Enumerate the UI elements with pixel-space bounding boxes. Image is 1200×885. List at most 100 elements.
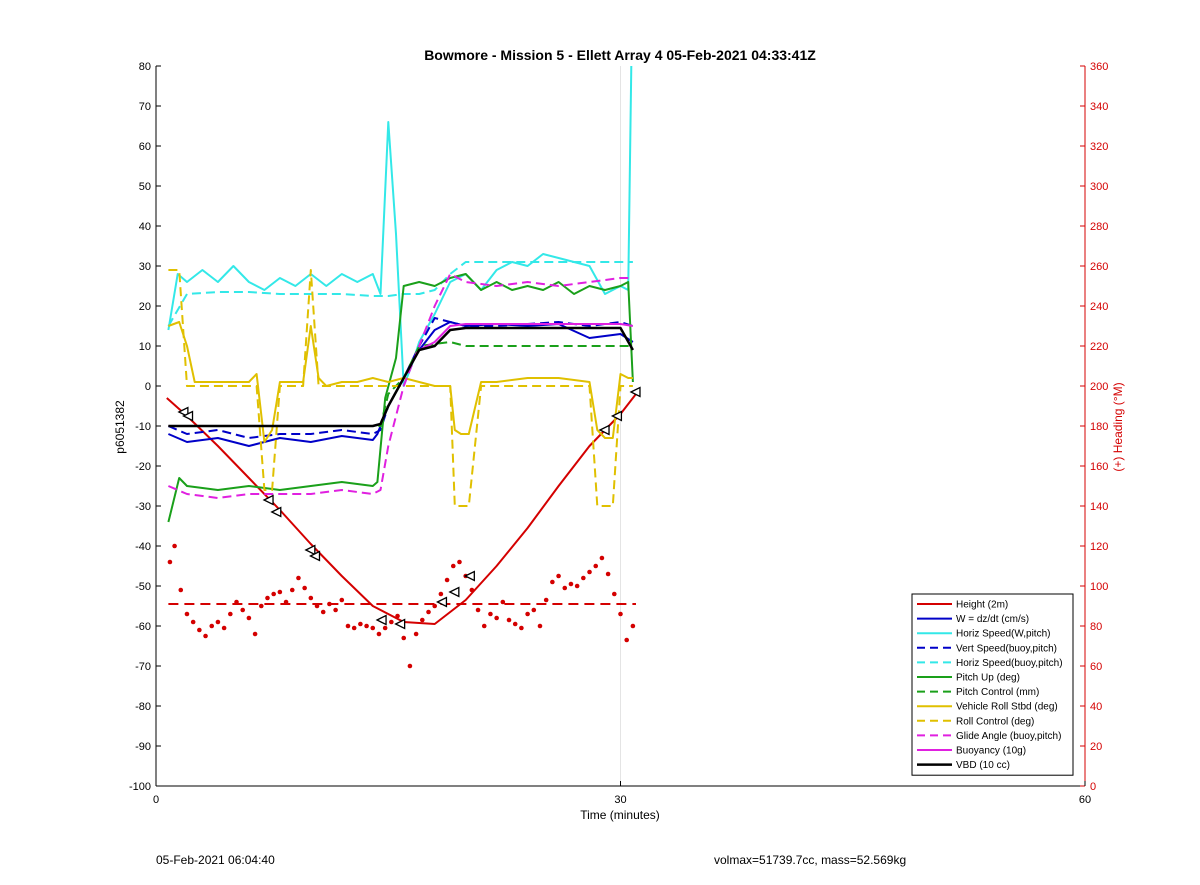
heading-point [209, 623, 215, 629]
heading-point [308, 595, 314, 601]
y-tick-label: -100 [129, 781, 151, 793]
heading-point [475, 607, 481, 613]
legend: Height (2m) W = dz/dt (cm/s) Horiz Speed(W… [911, 593, 1074, 776]
legend-label-12: VBD (10 cc) [956, 760, 1010, 771]
heading-point [450, 563, 456, 569]
heading-point [543, 597, 549, 603]
heading-point [172, 543, 177, 549]
series-line-5 [167, 261, 633, 327]
heading-point [240, 607, 246, 613]
heading-point [432, 603, 438, 609]
y2-tick-label: 140 [1090, 501, 1108, 513]
y2-tick-label: 120 [1090, 541, 1108, 553]
triangle-marker [309, 550, 321, 562]
series-line-6 [167, 273, 634, 523]
y2-tick-label: 240 [1090, 301, 1108, 313]
heading-point [302, 585, 307, 591]
triangle-marker [463, 570, 475, 582]
heading-point [599, 555, 605, 561]
triangle-marker [394, 618, 406, 630]
series-line-9 [168, 269, 633, 507]
heading-point [296, 575, 301, 581]
heading-point [333, 607, 338, 613]
y-tick-label: 0 [145, 381, 151, 393]
heading-point [258, 603, 264, 609]
heading-point [537, 623, 543, 629]
triangle-marker [610, 410, 623, 422]
heading-point [401, 635, 407, 641]
triangle-marker [270, 506, 282, 518]
axis-layer: -100-90-80-70-60-50-40-30-20-10010203040… [129, 61, 1108, 806]
y2-tick-label: 360 [1090, 61, 1108, 73]
y-tick-label: 30 [139, 261, 151, 273]
heading-point [221, 625, 227, 631]
heading-point [358, 621, 363, 627]
y2-tick-label: 280 [1090, 221, 1108, 233]
heading-point [512, 621, 518, 627]
marker-layer [177, 386, 641, 630]
heading-point [234, 599, 239, 605]
legend-label-7: Pitch Control (mm) [956, 687, 1039, 698]
y-tick-label: -70 [135, 661, 151, 673]
heading-point [612, 591, 617, 597]
heading-point [550, 579, 555, 585]
heading-point [252, 631, 258, 637]
triangle-marker [182, 410, 194, 422]
y-tick-label: -30 [135, 501, 151, 513]
triangle-marker [435, 596, 448, 608]
y2-tick-label: 220 [1090, 341, 1108, 353]
heading-point [488, 611, 493, 617]
heading-point [277, 589, 283, 595]
heading-point [531, 607, 537, 613]
heading-point [587, 569, 592, 575]
y2-tick-label: 340 [1090, 101, 1108, 113]
heading-point [500, 599, 506, 605]
heading-point [407, 663, 413, 669]
legend-box [911, 593, 1074, 776]
triangle-marker [262, 494, 274, 506]
footer-timestamp: 05-Feb-2021 06:04:40 [156, 853, 275, 867]
y2-tick-label: 180 [1090, 421, 1108, 433]
y2-axis-label: (+) Heading (°M) [1111, 382, 1125, 471]
footer-vol-mass: volmax=51739.7cc, mass=52.569kg [714, 853, 907, 867]
heading-point [197, 627, 202, 633]
heading-point [351, 625, 357, 631]
y-tick-label: 60 [139, 141, 151, 153]
heading-point [215, 619, 221, 625]
heading-point [457, 559, 462, 565]
legend-label-5: Horiz Speed(buoy,pitch) [956, 658, 1063, 669]
x-tick-label: 0 [153, 794, 159, 806]
y2-tick-label: 260 [1090, 261, 1108, 273]
heading-point [519, 625, 524, 631]
heading-point [593, 563, 599, 569]
heading-point [203, 633, 208, 639]
y-tick-label: 50 [139, 181, 151, 193]
heading-point [605, 571, 611, 577]
heading-point [184, 611, 190, 617]
heading-point [271, 591, 276, 597]
y-tick-label: -90 [135, 741, 151, 753]
y-tick-label: -40 [135, 541, 151, 553]
heading-point [376, 631, 382, 637]
heading-point [320, 609, 326, 615]
y-tick-label: 80 [139, 61, 151, 73]
y-tick-label: -60 [135, 621, 151, 633]
heading-point [190, 619, 196, 625]
heading-point [426, 609, 431, 615]
heading-point [413, 631, 419, 637]
heading-point [562, 585, 568, 591]
y2-tick-label: 60 [1090, 661, 1102, 673]
heading-point [506, 617, 512, 623]
heading-point [289, 587, 295, 593]
y2-tick-label: 320 [1090, 141, 1108, 153]
heading-point [444, 577, 450, 583]
y2-tick-label: 100 [1090, 581, 1108, 593]
y-tick-label: 20 [139, 301, 151, 313]
triangle-marker [304, 544, 316, 556]
y2-tick-label: 200 [1090, 381, 1108, 393]
legend-label-3: Horiz Speed(W,pitch) [956, 629, 1050, 640]
y-tick-label: -50 [135, 581, 151, 593]
y-tick-label: 10 [139, 341, 151, 353]
heading-point [525, 611, 530, 617]
